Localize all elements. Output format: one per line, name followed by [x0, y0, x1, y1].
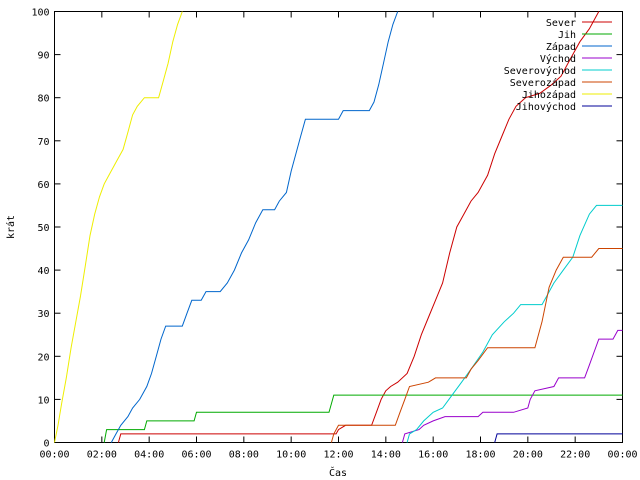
x-tick-label: 14:00: [371, 450, 401, 461]
x-tick-label: 20:00: [513, 450, 543, 461]
x-tick-label: 16:00: [418, 450, 448, 461]
series-line-3: [401, 329, 623, 443]
y-tick-label: 0: [43, 439, 49, 450]
y-tick-label: 50: [37, 223, 49, 234]
series-line-2: [110, 11, 399, 443]
x-tick-label: 04:00: [134, 450, 164, 461]
x-tick-label: 02:00: [87, 450, 117, 461]
x-tick-label: 06:00: [181, 450, 211, 461]
x-tick-label: 10:00: [276, 450, 306, 461]
y-tick-label: 80: [37, 94, 49, 105]
x-tick-label: 12:00: [323, 450, 353, 461]
x-tick-label: 00:00: [607, 450, 637, 461]
series-line-1: [103, 394, 623, 443]
x-tick-label: 00:00: [39, 450, 69, 461]
legend-label: Jih: [558, 30, 576, 41]
series-line-5: [330, 248, 623, 443]
legend-label: Jihozápad: [522, 89, 576, 101]
y-tick-label: 30: [37, 309, 49, 320]
legend: SeverJihZápadVýchodSeverovýchodSeverozáp…: [504, 18, 612, 113]
y-tick-label: 20: [37, 352, 49, 363]
y-tick-label: 60: [37, 180, 49, 191]
legend-label: Sever: [546, 18, 576, 29]
legend-label: Jihovýchod: [516, 101, 576, 113]
legend-label: Severovýchod: [504, 65, 576, 77]
y-tick-label: 100: [31, 8, 49, 19]
legend-label: Severozápad: [510, 77, 576, 89]
series-lines: [54, 11, 623, 443]
x-tick-label: 18:00: [465, 450, 495, 461]
axis-ticks: 0 10 20 30 40 50 60 70 80 90 100 00:00 02:00 04:00 06:…: [31, 8, 637, 461]
y-tick-label: 10: [37, 395, 49, 406]
y-tick-label: 40: [37, 266, 49, 277]
y-tick-label: 70: [37, 137, 49, 148]
series-line-4: [406, 204, 623, 443]
legend-label: Západ: [546, 41, 576, 53]
series-line-7: [494, 433, 623, 443]
x-tick-label: 08:00: [229, 450, 259, 461]
x-tick-label: 22:00: [560, 450, 590, 461]
series-line-0: [117, 11, 600, 443]
y-axis-label: krát: [5, 215, 17, 239]
legend-label: Východ: [540, 53, 576, 65]
series-line-6: [54, 11, 183, 443]
x-axis-label: Čas: [329, 466, 347, 479]
y-tick-label: 90: [37, 51, 49, 62]
